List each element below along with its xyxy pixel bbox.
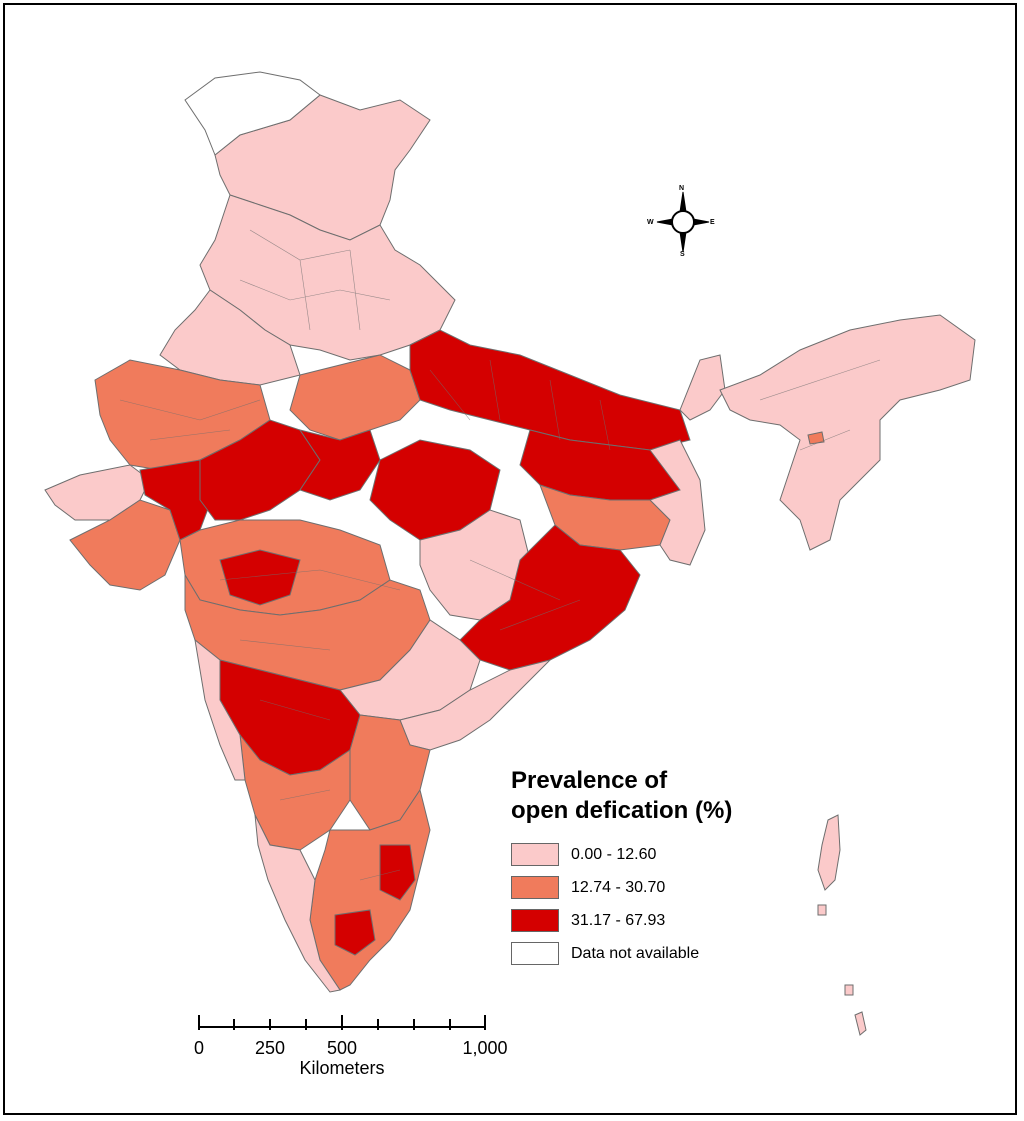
region-odisha: [459, 524, 641, 671]
legend-item: 12.74 - 30.70: [511, 871, 811, 904]
region-mp-north: [289, 354, 421, 441]
scale-bar-line: [198, 1015, 486, 1030]
region-west-bengal: [649, 439, 706, 566]
legend-title: Prevalence of open defication (%): [511, 766, 811, 826]
region-nicobar-small: [844, 984, 854, 996]
map-legend: Prevalence of open defication (%) 0.00 -…: [511, 766, 811, 970]
legend-label: 31.17 - 67.93: [571, 911, 666, 929]
scale-unit-label: Kilometers: [299, 1058, 385, 1078]
region-karnataka-south: [239, 733, 351, 851]
region-maharashtra-cluster: [219, 549, 301, 606]
region-tamil-nadu-south: [334, 909, 376, 956]
region-northeast-spot: [807, 431, 825, 445]
legend-label: Data not available: [571, 944, 700, 962]
district-boundaries: [119, 229, 881, 881]
legend-item: 0.00 - 12.60: [511, 838, 811, 871]
region-goa-coast: [194, 638, 246, 781]
compass-west-label: W: [647, 219, 654, 226]
scale-tick-label: 250: [254, 1038, 286, 1058]
legend-label: 12.74 - 30.70: [571, 878, 666, 896]
legend-item: 31.17 - 67.93: [511, 904, 811, 937]
region-mp-central: [298, 429, 381, 501]
legend-title-line1: Prevalence of: [511, 767, 668, 794]
region-northeast: [719, 314, 976, 551]
region-tamil-nadu-cluster: [379, 844, 416, 901]
scale-tick-label: 1,000: [462, 1038, 508, 1058]
region-andaman-small: [817, 904, 827, 916]
scale-tick-label: 500: [326, 1038, 358, 1058]
region-kerala: [254, 814, 341, 993]
map-frame: [3, 3, 1017, 1115]
legend-label: 0.00 - 12.60: [571, 845, 657, 863]
region-gujarat-saurashtra: [69, 499, 181, 591]
legend-swatch-high: [511, 909, 559, 932]
region-sikkim-corridor: [679, 354, 726, 421]
region-data-not-available-north: [184, 71, 321, 156]
compass-icon: [656, 191, 710, 253]
legend-swatch-low: [511, 843, 559, 866]
region-andaman-islands: [817, 814, 841, 891]
compass-east-label: E: [710, 219, 715, 226]
legend-swatch-na: [511, 942, 559, 965]
scale-tick-label: 0: [193, 1038, 205, 1058]
region-up-east: [409, 329, 691, 451]
legend-swatch-medium: [511, 876, 559, 899]
legend-item: Data not available: [511, 937, 811, 970]
region-nicobar-islands: [854, 1011, 867, 1036]
legend-title-line2: open defication (%): [511, 797, 733, 824]
compass-south-label: S: [680, 251, 685, 258]
compass-north-label: N: [679, 185, 685, 192]
